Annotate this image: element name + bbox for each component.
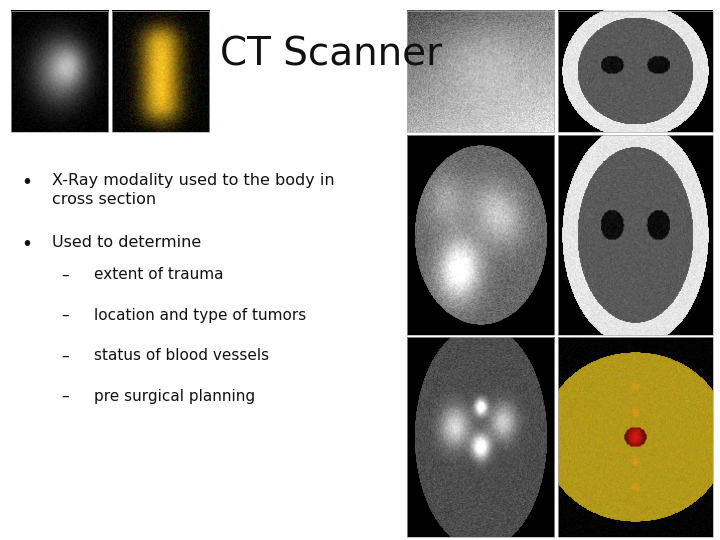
Bar xyxy=(407,11,554,132)
Text: –: – xyxy=(61,389,69,404)
Bar xyxy=(407,338,554,537)
Text: Used to determine: Used to determine xyxy=(52,235,201,250)
Text: location and type of tumors: location and type of tumors xyxy=(94,308,306,323)
Text: •: • xyxy=(22,173,32,192)
Text: X-Ray modality used to the body in
cross section: X-Ray modality used to the body in cross… xyxy=(52,173,335,207)
Text: –: – xyxy=(61,267,69,282)
Text: CT Scanner: CT Scanner xyxy=(220,35,442,73)
Bar xyxy=(558,11,713,132)
Bar xyxy=(11,11,108,132)
Bar xyxy=(558,338,713,537)
Bar xyxy=(558,135,713,335)
Text: extent of trauma: extent of trauma xyxy=(94,267,223,282)
Bar xyxy=(407,135,554,335)
Text: pre surgical planning: pre surgical planning xyxy=(94,389,255,404)
Bar xyxy=(112,11,209,132)
Text: –: – xyxy=(61,308,69,323)
Text: status of blood vessels: status of blood vessels xyxy=(94,348,269,363)
Text: •: • xyxy=(22,235,32,254)
Text: –: – xyxy=(61,348,69,363)
